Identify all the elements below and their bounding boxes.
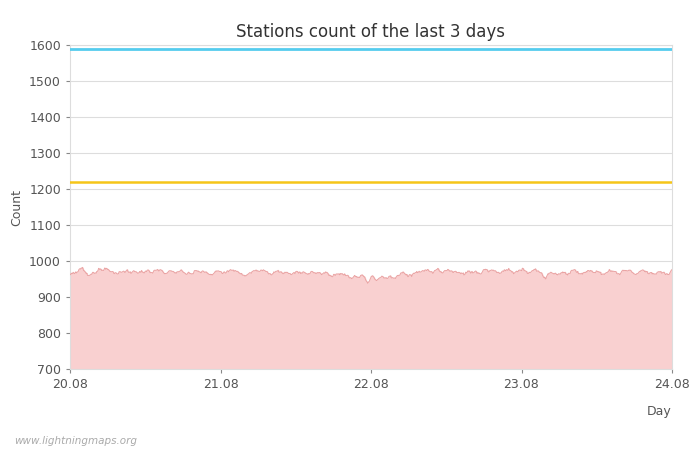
Text: Day: Day bbox=[648, 405, 672, 418]
Y-axis label: Count: Count bbox=[10, 189, 24, 225]
Text: www.lightningmaps.org: www.lightningmaps.org bbox=[14, 436, 137, 446]
Title: Stations count of the last 3 days: Stations count of the last 3 days bbox=[237, 22, 505, 40]
